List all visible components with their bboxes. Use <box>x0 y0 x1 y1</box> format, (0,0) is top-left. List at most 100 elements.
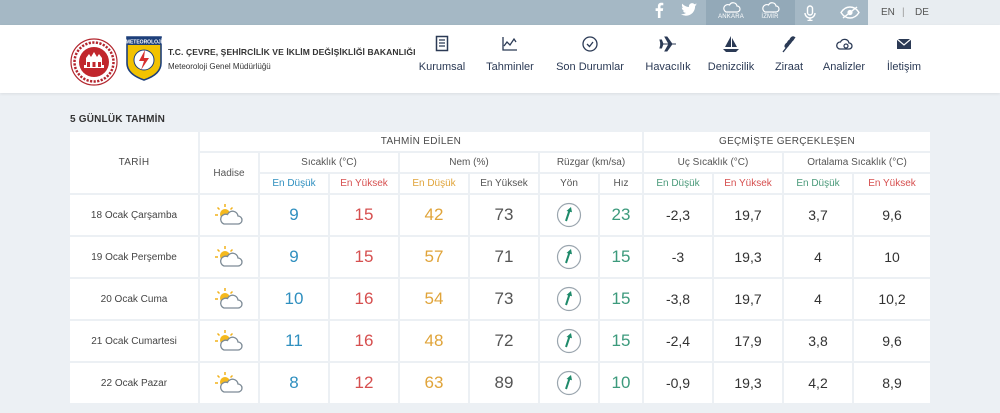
weather-cell <box>200 279 258 319</box>
temp-max-cell: 15 <box>330 237 398 277</box>
extreme-max-header: En Yüksek <box>714 174 782 193</box>
wind-dir-cell <box>540 279 598 319</box>
avg-min-cell: 3,8 <box>784 321 852 361</box>
directorate-name: Meteoroloji Genel Müdürlüğü <box>168 62 271 71</box>
wind-direction-icon <box>556 370 582 396</box>
col-extreme-header: Uç Sıcaklık (°C) <box>644 153 782 172</box>
nav-label: Ziraat <box>774 61 804 73</box>
temp-min-cell: 9 <box>260 195 328 235</box>
partly-cloudy-icon <box>215 204 243 225</box>
nav-iletisim[interactable]: İletişim <box>880 35 928 73</box>
weather-cell <box>200 321 258 361</box>
wind-dir-cell <box>540 321 598 361</box>
wind-direction-icon <box>556 286 582 312</box>
wind-speed-cell: 10 <box>600 363 642 403</box>
humidity-max-cell: 72 <box>470 321 538 361</box>
humidity-min-cell: 63 <box>400 363 468 403</box>
accessibility-eye-icon[interactable] <box>832 0 868 25</box>
partly-cloudy-icon <box>215 372 243 393</box>
city-label: ANKARA <box>718 14 744 20</box>
date-cell: 19 Ocak Perşembe <box>70 237 198 277</box>
temp-max-cell: 12 <box>330 363 398 403</box>
facebook-icon[interactable] <box>648 2 670 22</box>
nav-kurumsal[interactable]: Kurumsal <box>414 35 470 73</box>
extreme-min-cell: -0,9 <box>644 363 712 403</box>
wind-speed-cell: 15 <box>600 279 642 319</box>
temp-min-cell: 8 <box>260 363 328 403</box>
humidity-min-cell: 42 <box>400 195 468 235</box>
avg-max-cell: 8,9 <box>854 363 930 403</box>
avg-min-header: En Düşük <box>784 174 852 193</box>
document-icon <box>435 35 449 52</box>
temp-min-cell: 9 <box>260 237 328 277</box>
humidity-max-cell: 89 <box>470 363 538 403</box>
nav-label: Son Durumlar <box>556 61 624 73</box>
nav-label: Analizler <box>822 61 866 73</box>
date-cell: 22 Ocak Pazar <box>70 363 198 403</box>
weather-cell <box>200 363 258 403</box>
nav-havacilik[interactable]: Havacılık <box>640 35 696 73</box>
humidity-min-cell: 57 <box>400 237 468 277</box>
extreme-max-cell: 19,7 <box>714 279 782 319</box>
col-wind-header: Rüzgar (km/sa) <box>540 153 642 172</box>
weather-cell <box>200 195 258 235</box>
avg-min-cell: 4 <box>784 237 852 277</box>
envelope-icon <box>896 38 912 49</box>
col-temp-header: Sıcaklık (°C) <box>260 153 398 172</box>
partly-cloudy-icon <box>215 288 243 309</box>
wheat-icon <box>782 36 796 53</box>
nav-label: Kurumsal <box>418 61 466 73</box>
avg-max-cell: 9,6 <box>854 321 930 361</box>
wind-dir-header: Yön <box>540 174 598 193</box>
wind-direction-icon <box>556 328 582 354</box>
nav-ziraat[interactable]: Ziraat <box>771 35 807 73</box>
temp-max-header: En Yüksek <box>330 174 398 193</box>
lang-separator: | <box>902 7 905 18</box>
avg-max-header: En Yüksek <box>854 174 930 193</box>
nav-tahminler[interactable]: Tahminler <box>482 35 538 73</box>
nav-label: Denizcilik <box>707 61 755 73</box>
svg-text:METEOROLOJİ: METEOROLOJİ <box>126 38 163 45</box>
site-header: METEOROLOJİ T.C. ÇEVRE, ŞEHİRCİLİK VE İK… <box>0 25 1000 93</box>
microphone-icon[interactable] <box>792 0 828 25</box>
date-cell: 21 Ocak Cumartesi <box>70 321 198 361</box>
humidity-max-cell: 71 <box>470 237 538 277</box>
cloud-icon <box>723 2 741 13</box>
date-cell: 18 Ocak Çarşamba <box>70 195 198 235</box>
humidity-max-cell: 73 <box>470 279 538 319</box>
nav-label: Tahminler <box>486 61 534 73</box>
col-date-header: TARİH <box>70 132 198 193</box>
extreme-min-cell: -3,8 <box>644 279 712 319</box>
col-event-header: Hadise <box>200 153 258 193</box>
ministry-emblem-logo[interactable] <box>70 38 118 86</box>
lang-de-link[interactable]: DE <box>915 7 929 18</box>
nav-denizcilik[interactable]: Denizcilik <box>706 35 756 73</box>
nav-analizler[interactable]: Analizler <box>819 35 869 73</box>
avg-min-cell: 4,2 <box>784 363 852 403</box>
avg-max-cell: 10 <box>854 237 930 277</box>
nav-son-durumlar[interactable]: Son Durumlar <box>553 35 627 73</box>
meteorology-logo[interactable]: METEOROLOJİ <box>125 35 163 81</box>
top-bar: ANKARA İZMİR EN | DE <box>0 0 1000 25</box>
humidity-max-cell: 73 <box>470 195 538 235</box>
city-label: İZMİR <box>761 14 779 20</box>
temp-min-cell: 11 <box>260 321 328 361</box>
weather-cell <box>200 237 258 277</box>
city-izmir-button[interactable]: İZMİR <box>745 0 795 25</box>
lang-en-link[interactable]: EN <box>881 7 895 18</box>
wind-direction-icon <box>556 202 582 228</box>
extreme-max-cell: 19,3 <box>714 237 782 277</box>
avg-min-cell: 3,7 <box>784 195 852 235</box>
extreme-min-cell: -2,4 <box>644 321 712 361</box>
wind-speed-header: Hız <box>600 174 642 193</box>
humidity-min-cell: 48 <box>400 321 468 361</box>
avg-max-cell: 9,6 <box>854 195 930 235</box>
avg-max-cell: 10,2 <box>854 279 930 319</box>
temp-max-cell: 16 <box>330 321 398 361</box>
wind-dir-cell <box>540 195 598 235</box>
col-humidity-header: Nem (%) <box>400 153 538 172</box>
wind-speed-cell: 15 <box>600 237 642 277</box>
clock-icon <box>582 36 598 52</box>
col-avg-header: Ortalama Sıcaklık (°C) <box>784 153 930 172</box>
twitter-icon[interactable] <box>678 2 700 22</box>
